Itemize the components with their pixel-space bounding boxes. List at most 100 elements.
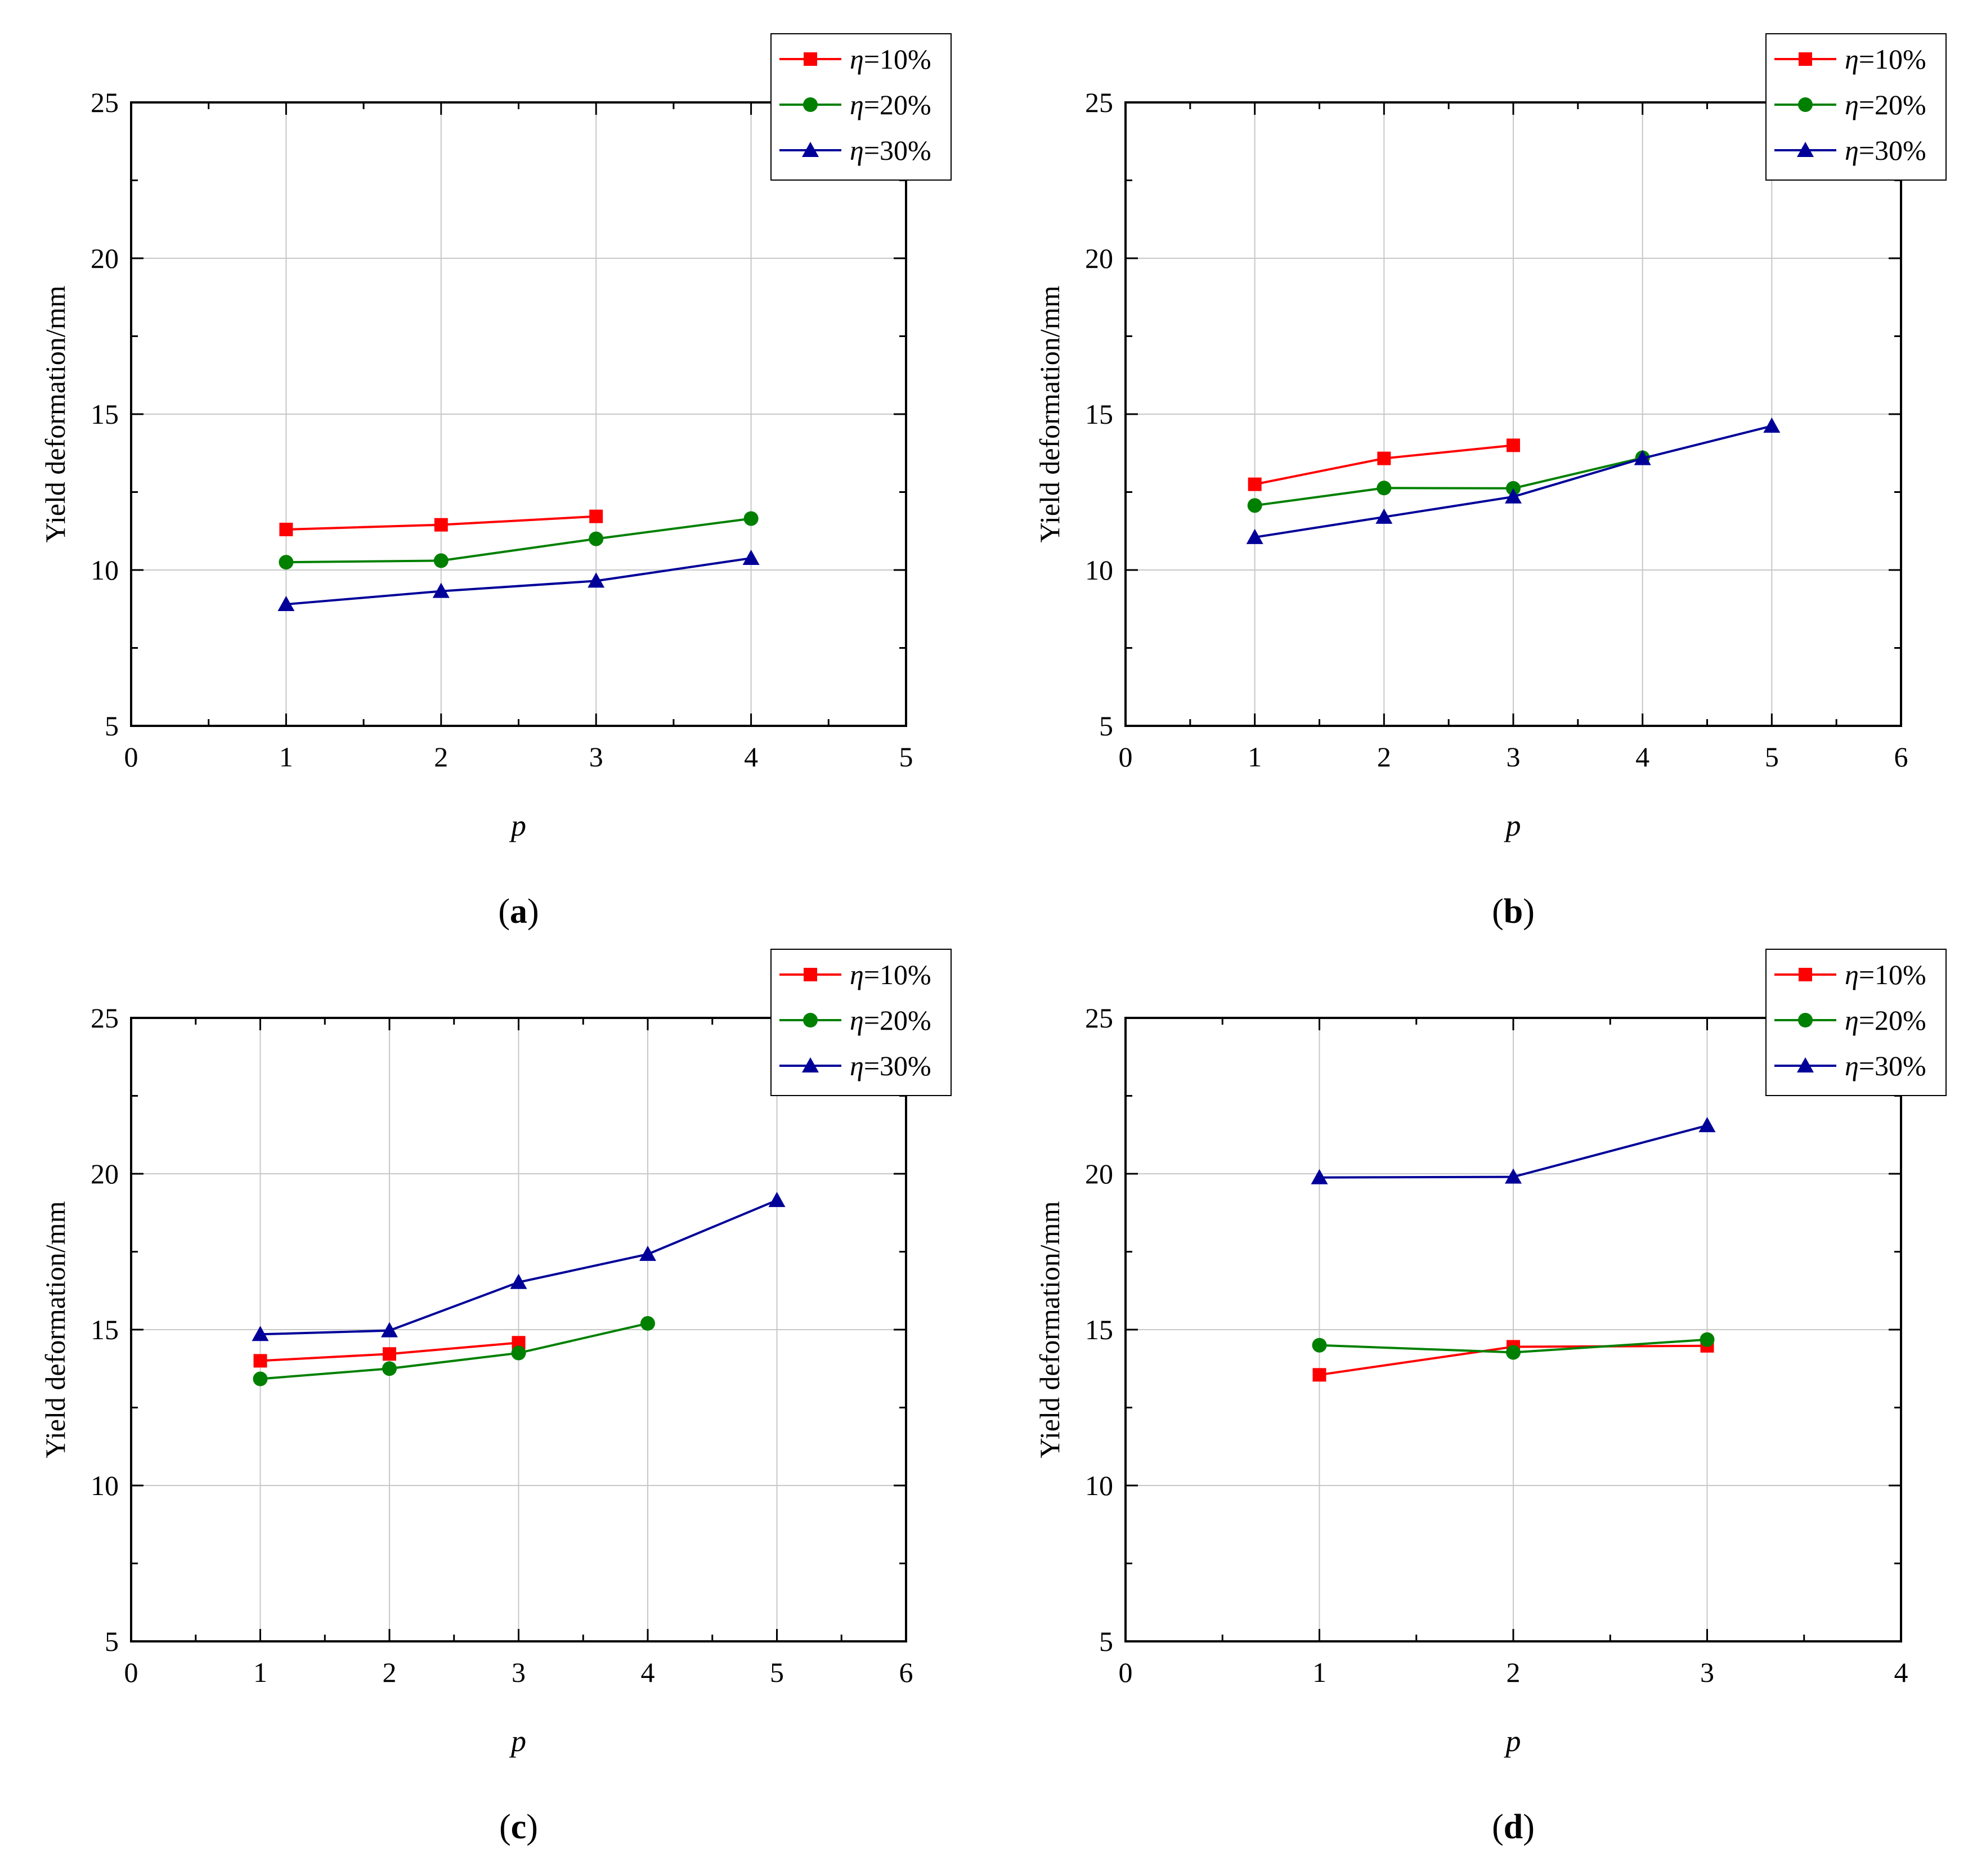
chart-panel-b: 0 1 2 3 4 5 6 5 10 15 20 25 Yield deformation/mm p (b)… — [1034, 33, 1947, 931]
x-tick-label: 1 — [279, 741, 293, 773]
data-point-square — [253, 1354, 267, 1368]
data-point-triangle — [1505, 488, 1522, 504]
panel-label: (b) — [1492, 892, 1535, 931]
x-tick-label: 0 — [1119, 741, 1133, 773]
data-point-triangle — [277, 595, 295, 611]
data-point-triangle — [802, 1057, 819, 1072]
panel-label-letter: d — [1504, 1808, 1523, 1846]
x-tick-label: 1 — [1312, 1657, 1326, 1688]
x-tick-label: 2 — [1377, 741, 1391, 773]
data-point-square — [279, 522, 293, 536]
legend-label: η=20% — [850, 1004, 931, 1036]
panel-label-open: ( — [1492, 1808, 1504, 1846]
x-tick-label: 0 — [124, 741, 138, 773]
data-point-circle — [1700, 1332, 1715, 1347]
legend-label-value: =10% — [1859, 959, 1926, 990]
legend-label-value: =10% — [1859, 43, 1926, 75]
y-tick-label: 5 — [1099, 710, 1113, 742]
panel-label: (d) — [1492, 1808, 1535, 1846]
legend-label: η=10% — [850, 43, 931, 75]
data-point-square — [1799, 968, 1812, 981]
legend-label-value: =30% — [864, 134, 931, 166]
series-3 — [252, 1192, 786, 1341]
legend-label-value: =30% — [864, 1050, 931, 1081]
data-point-circle — [1312, 1338, 1327, 1353]
legend-label-value: =10% — [864, 959, 931, 990]
legend-label: η=20% — [1845, 1004, 1926, 1036]
data-point-circle — [743, 511, 759, 526]
data-point-triangle — [432, 582, 450, 598]
panel-label-open: ( — [498, 892, 510, 931]
y-axis-title: Yield deformation/mm — [1034, 285, 1065, 542]
data-point-circle — [1798, 1013, 1813, 1027]
legend-label-symbol: η — [1845, 1050, 1859, 1081]
series-2 — [253, 1316, 655, 1386]
data-point-square — [1312, 1368, 1326, 1382]
legend-label-symbol: η — [1845, 134, 1859, 166]
x-tick-label: 4 — [641, 1657, 655, 1688]
series-line — [286, 556, 751, 605]
y-tick-label: 25 — [1085, 87, 1113, 118]
x-tick-label: 5 — [899, 741, 913, 773]
y-tick-label: 10 — [1085, 1470, 1113, 1501]
legend-label: η=30% — [1845, 134, 1926, 166]
data-point-triangle — [1698, 1117, 1716, 1133]
y-tick-label: 15 — [91, 398, 119, 430]
data-point-square — [1799, 52, 1812, 66]
legend: η=10%η=20%η=30% — [1765, 949, 1947, 1096]
series-3 — [1246, 418, 1781, 544]
y-tick-label: 20 — [91, 1158, 119, 1190]
series-2 — [279, 511, 759, 570]
y-tick-label: 5 — [1099, 1626, 1113, 1657]
data-point-circle — [1506, 1345, 1521, 1360]
data-point-circle — [640, 1316, 655, 1331]
x-tick-label: 4 — [744, 741, 758, 773]
legend-label-value: =30% — [1859, 1050, 1926, 1081]
legend-label-symbol: η — [1845, 43, 1859, 75]
x-axis-title: p — [1504, 809, 1521, 842]
data-point-triangle — [381, 1322, 398, 1338]
series-2 — [1247, 450, 1650, 513]
data-point-triangle — [510, 1273, 527, 1289]
x-tick-label: 3 — [1700, 1657, 1714, 1688]
series-line — [260, 1322, 648, 1380]
y-tick-label: 15 — [91, 1314, 119, 1345]
legend-label-value: =20% — [1859, 89, 1926, 120]
legend-label-value: =10% — [864, 43, 931, 75]
legend-label: η=10% — [1845, 43, 1926, 75]
legend-label-symbol: η — [850, 134, 864, 166]
data-point-square — [589, 509, 603, 523]
x-tick-label: 4 — [1894, 1657, 1908, 1688]
y-tick-label: 15 — [1085, 398, 1113, 430]
y-tick-label: 25 — [91, 87, 119, 118]
data-point-square — [383, 1347, 396, 1361]
data-point-triangle — [1634, 450, 1651, 465]
data-point-circle — [589, 531, 604, 546]
x-tick-label: 4 — [1635, 741, 1649, 773]
series-line — [286, 517, 751, 564]
series-3 — [1311, 1117, 1716, 1184]
x-tick-label: 1 — [253, 1657, 267, 1688]
x-axis-title: p — [509, 809, 526, 842]
legend-box — [1765, 949, 1947, 1096]
x-tick-label: 0 — [124, 1657, 138, 1688]
x-tick-label: 2 — [1507, 1657, 1521, 1688]
panel-label-open: ( — [1492, 892, 1504, 931]
data-point-triangle — [1763, 418, 1781, 433]
y-axis-title: Yield deformation/mm — [1034, 1201, 1065, 1458]
x-tick-label: 6 — [899, 1657, 913, 1688]
legend-label-symbol: η — [850, 1050, 864, 1081]
series-1 — [279, 509, 603, 536]
series-1 — [1248, 438, 1520, 491]
legend: η=10%η=20%η=30% — [770, 33, 952, 181]
y-tick-label: 10 — [1085, 554, 1113, 586]
data-point-circle — [253, 1371, 268, 1386]
data-point-triangle — [802, 142, 819, 157]
x-tick-label: 0 — [1119, 1657, 1133, 1688]
x-tick-label: 6 — [1894, 741, 1908, 773]
y-tick-label: 10 — [91, 1470, 119, 1501]
legend-label: η=10% — [850, 959, 931, 990]
y-tick-label: 20 — [1085, 243, 1113, 274]
x-tick-label: 3 — [589, 741, 603, 773]
